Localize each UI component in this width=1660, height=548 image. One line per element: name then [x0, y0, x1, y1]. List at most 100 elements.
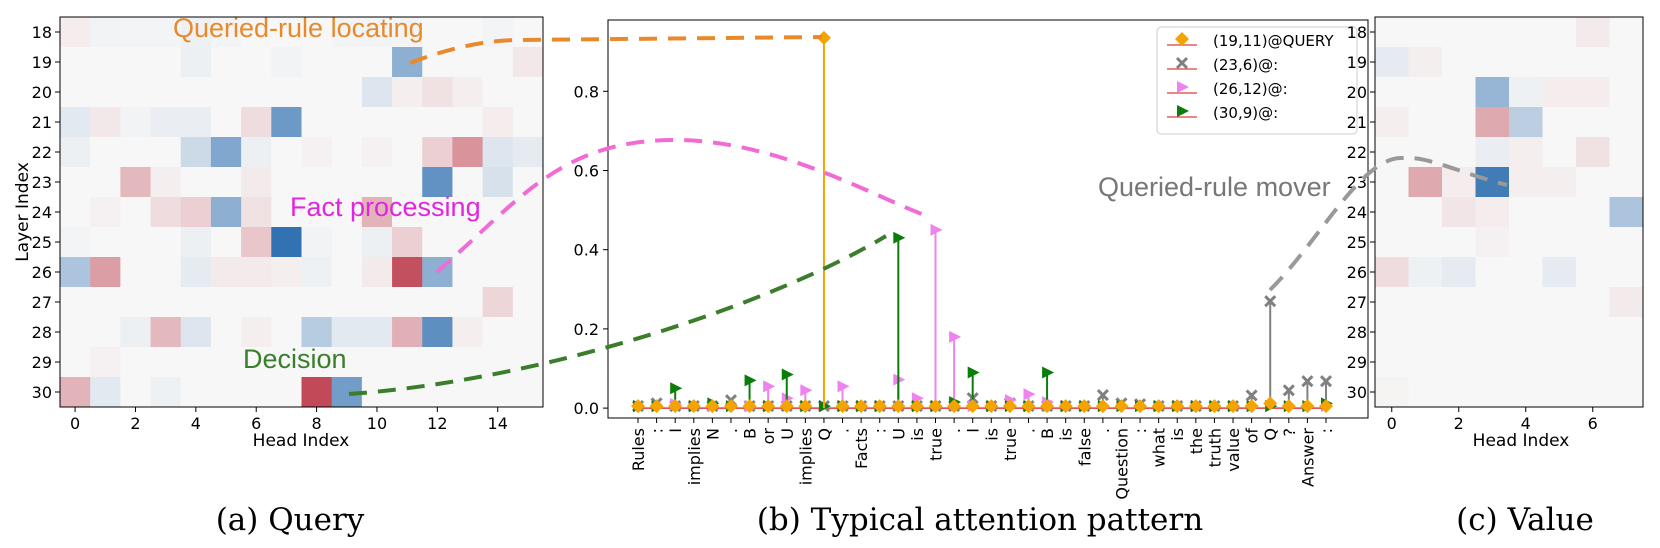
heatmap-cell	[422, 287, 453, 318]
fact-processing-connector	[435, 137, 931, 274]
stem-marker	[1096, 388, 1109, 402]
heatmap-cell	[150, 197, 182, 228]
heatmap-cell	[1442, 77, 1476, 108]
heatmap-cell	[1509, 17, 1543, 48]
stem-marker	[781, 368, 794, 381]
token-label: is	[982, 428, 1001, 441]
stem-marker	[947, 399, 962, 414]
heatmap-cell	[180, 287, 212, 318]
heatmap-cell	[452, 77, 484, 108]
y-tick-label: 0.8	[574, 82, 599, 101]
stem-marker	[1301, 375, 1314, 388]
heatmap-cell	[452, 287, 484, 318]
stem-marker	[1207, 399, 1222, 414]
heatmap-cell	[331, 227, 363, 258]
heatmap-cell	[271, 17, 302, 48]
stem-marker	[779, 399, 794, 414]
y-tick-label: 0.0	[574, 399, 599, 418]
token-label: N	[703, 428, 722, 440]
heatmap-cell	[150, 317, 182, 348]
heatmap-cell	[1375, 257, 1409, 288]
token-label: .	[945, 428, 964, 433]
value-x-ticks: 0 2 4 6	[1387, 407, 1598, 433]
heatmap-cell	[1408, 347, 1443, 378]
heatmap-cell	[90, 17, 121, 48]
stem-marker	[1188, 399, 1203, 414]
heatmap-cell	[422, 197, 453, 228]
y-tick-label: 28	[32, 323, 52, 342]
heatmap-cell	[210, 227, 242, 258]
x-tick-label: 0	[70, 414, 80, 433]
stem-marker	[1281, 399, 1296, 414]
heatmap-cell	[120, 197, 151, 228]
heatmap-cell	[1576, 137, 1610, 168]
heatmap-cell	[1408, 377, 1443, 408]
token-label: I	[666, 428, 685, 433]
y-tick-label: 21	[1347, 113, 1367, 132]
heatmap-cell	[180, 47, 212, 78]
stem-marker	[984, 399, 999, 414]
heatmap-cell	[60, 17, 91, 48]
stem-marker	[742, 399, 757, 414]
heatmap-cell	[210, 317, 242, 348]
stem-marker	[631, 399, 645, 414]
heatmap-cell	[1475, 347, 1510, 378]
heatmap-cell	[241, 377, 272, 408]
token-label: Answer	[1298, 428, 1317, 487]
heatmap-cell	[1609, 257, 1644, 288]
heatmap-cell	[1542, 167, 1577, 198]
token-label: :	[648, 428, 667, 433]
x-tick-label: 14	[488, 414, 508, 433]
legend-marker	[1177, 81, 1189, 93]
stem-marker	[705, 399, 720, 414]
heatmap-cell	[1408, 107, 1443, 138]
heatmap-cell	[210, 197, 242, 228]
heatmap-cell	[120, 317, 151, 348]
stem-marker	[763, 380, 776, 393]
heatmap-cell	[1442, 227, 1476, 258]
token-label: Facts	[852, 428, 871, 469]
heatmap-cell	[90, 287, 121, 318]
heatmap-cell	[452, 167, 484, 198]
x-tick-label: 2	[130, 414, 140, 433]
heatmap-cell	[1609, 137, 1644, 168]
x-tick-label: 6	[251, 414, 261, 433]
heatmap-cell	[1542, 377, 1577, 408]
heatmap-cell	[60, 107, 91, 138]
token-label: is	[1168, 428, 1187, 441]
y-tick-label: 25	[1347, 233, 1367, 252]
token-label: Rules	[629, 428, 648, 471]
heatmap-cell	[512, 317, 544, 348]
heatmap-cell	[392, 197, 423, 228]
stem-marker	[909, 399, 924, 414]
heatmap-cell	[1542, 257, 1577, 288]
stem-marker	[1021, 399, 1036, 414]
token-label: :	[1131, 428, 1150, 433]
caption-c: (c) Value	[1456, 502, 1594, 538]
heatmap-cell	[90, 227, 121, 258]
heatmap-cell	[301, 17, 333, 48]
heatmap-cell	[1475, 257, 1510, 288]
stem-marker	[744, 374, 757, 387]
heatmap-cell	[120, 257, 151, 288]
heatmap-cell	[331, 317, 363, 348]
stem-marker	[837, 380, 850, 393]
heatmap-cell	[512, 197, 544, 228]
stem-marker	[1114, 399, 1129, 414]
token-label: of	[1243, 428, 1262, 444]
heatmap-cell	[271, 227, 302, 258]
heatmap-cell	[1509, 107, 1543, 138]
heatmap-cell	[301, 107, 333, 138]
heatmap-cell	[392, 107, 423, 138]
heatmap-cell	[1375, 77, 1409, 108]
stem-marker	[967, 366, 980, 379]
y-tick-label: 30	[32, 383, 52, 402]
stem-marker	[1263, 396, 1278, 411]
caption-a: (a) Query	[216, 502, 365, 538]
token-label: :	[1317, 428, 1336, 433]
query-locating-connector	[409, 35, 823, 65]
heatmap-cell	[1609, 197, 1644, 228]
heatmap-cell	[1475, 227, 1510, 258]
stem-marker	[1042, 366, 1055, 379]
